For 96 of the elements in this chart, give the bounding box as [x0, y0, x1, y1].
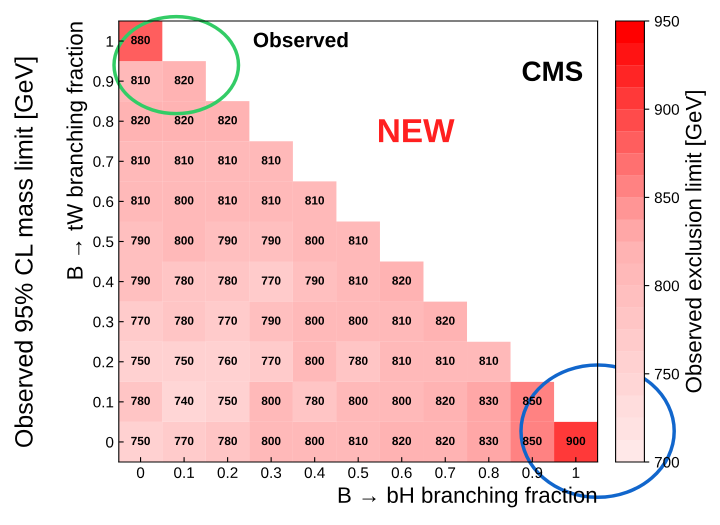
data-label: 780	[174, 316, 194, 325]
data-label: 810	[131, 76, 150, 84]
y-tick-label: 0.9	[93, 76, 114, 87]
x-tick-label: 0.1	[174, 467, 194, 478]
data-label: 810	[305, 196, 324, 205]
data-label: 770	[262, 276, 281, 285]
y-tick-label: 0.2	[93, 356, 114, 368]
data-label: 770	[131, 316, 150, 325]
data-label: 800	[305, 316, 324, 325]
data-label: 820	[436, 396, 455, 406]
data-label: 820	[174, 116, 194, 124]
data-label: 780	[218, 276, 237, 285]
data-label: 820	[392, 436, 412, 446]
x-tick-label: 1	[572, 467, 580, 478]
data-label: 820	[131, 116, 150, 124]
data-label: 810	[218, 196, 237, 205]
data-label: 770	[218, 316, 237, 325]
color-bar-label: 900	[654, 104, 680, 115]
annotation: Observed	[254, 32, 348, 48]
color-bar-label: 750	[654, 368, 680, 380]
data-label: 780	[174, 276, 194, 285]
data-label: 810	[348, 436, 368, 446]
data-label: 810	[479, 356, 498, 365]
y-tick-label: 0.1	[93, 396, 114, 408]
x-tick-label: 0.8	[478, 467, 499, 478]
data-label: 790	[262, 236, 281, 245]
data-label: 790	[262, 316, 281, 325]
annotation: CMS	[522, 61, 582, 82]
data-label: 800	[262, 436, 281, 446]
color-bar-label: 850	[654, 192, 680, 204]
data-label: 900	[566, 436, 586, 446]
data-label: 760	[218, 356, 237, 365]
y-tick-label: 0.6	[93, 196, 114, 208]
data-label: 790	[305, 276, 324, 285]
data-label: 820	[174, 76, 194, 84]
data-label: 800	[348, 316, 368, 325]
y-tick-label: 0.4	[93, 276, 114, 288]
data-label: 810	[348, 276, 368, 285]
data-label: 800	[305, 236, 324, 245]
data-label: 800	[174, 236, 194, 245]
data-label: 820	[392, 276, 412, 285]
data-label: 820	[436, 316, 455, 325]
data-label: 750	[218, 396, 237, 406]
x-tick-label: 0	[136, 467, 144, 478]
data-label: 810	[262, 196, 281, 205]
text: Observed 95% CL mass limit [GeV]	[14, 58, 38, 447]
data-label: 780	[131, 396, 150, 406]
x-tick-label: 0.5	[348, 467, 368, 478]
y-tick-label: 1	[106, 36, 114, 47]
data-label: 810	[131, 156, 150, 164]
y-tick-label: 0.7	[93, 156, 114, 168]
x-tick-label: 0.4	[304, 467, 325, 478]
data-label: 750	[174, 356, 194, 365]
data-label: 810	[174, 156, 194, 164]
data-label: 820	[436, 436, 455, 446]
data-label: 830	[479, 396, 498, 406]
data-label: 770	[174, 436, 194, 446]
data-label: 790	[131, 276, 150, 285]
data-label: 810	[392, 356, 412, 365]
color-bar-label: 800	[654, 280, 680, 292]
y-tick-label: 0.5	[93, 236, 114, 248]
data-label: 810	[392, 316, 412, 325]
x-tick-label: 0.7	[435, 467, 456, 478]
y-tick-label: 0.3	[93, 316, 114, 328]
data-label: 800	[305, 436, 324, 446]
data-label: 800	[348, 396, 368, 406]
data-label: 810	[131, 196, 150, 205]
data-label: 810	[218, 156, 237, 164]
x-tick-label: 0.2	[218, 467, 238, 478]
data-label: 790	[218, 236, 237, 245]
data-label: 830	[479, 436, 498, 446]
data-label: 780	[305, 396, 324, 406]
color-bar-label: 950	[654, 16, 680, 27]
y-tick-label: 0.8	[93, 116, 114, 127]
data-label: 750	[131, 356, 150, 365]
data-label: 770	[262, 356, 281, 365]
data-label: 810	[348, 236, 368, 245]
data-label: 810	[436, 356, 455, 365]
x-tick-label: 0.3	[261, 467, 282, 478]
data-label: 780	[348, 356, 368, 365]
data-label: 740	[174, 396, 194, 406]
data-label: 790	[131, 236, 150, 245]
x-tick-label: 0.6	[392, 467, 412, 478]
y-axis-title: B → tW branching fraction	[66, 22, 88, 279]
data-label: 780	[218, 436, 237, 446]
data-label: 800	[305, 356, 324, 365]
data-label: 800	[392, 396, 412, 406]
data-label: 880	[131, 36, 150, 44]
data-label: 820	[218, 116, 237, 124]
color-bar-title: Observed exclusion limit [GeV]	[685, 91, 706, 392]
annotation: NEW	[379, 119, 455, 142]
y-tick-label: 0	[106, 436, 114, 448]
data-label: 800	[174, 196, 194, 205]
data-label: 800	[262, 396, 281, 406]
data-label: 810	[262, 156, 281, 164]
data-label: 750	[131, 436, 150, 446]
